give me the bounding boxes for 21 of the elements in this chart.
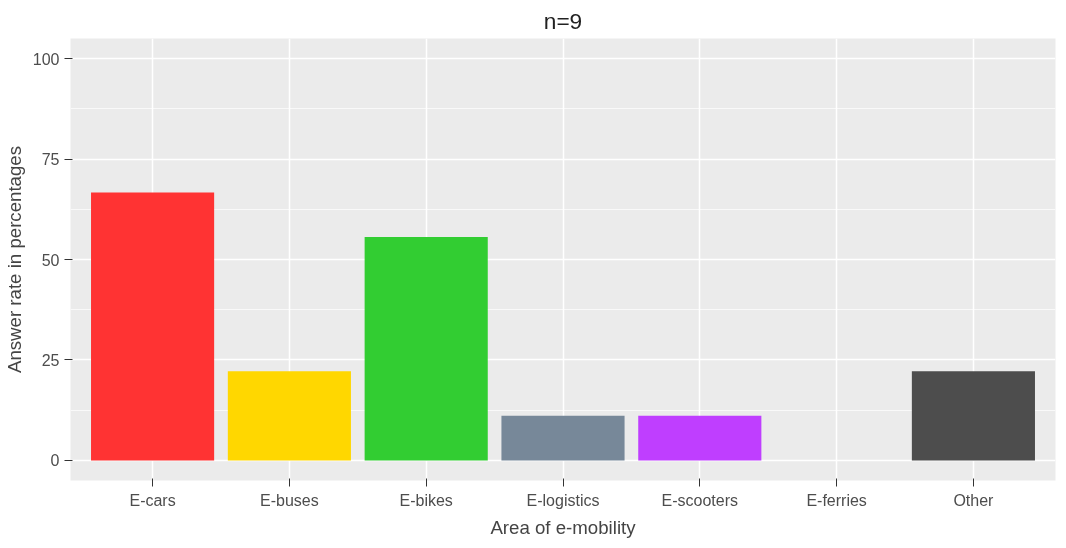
bar [501, 415, 625, 461]
bar [364, 237, 488, 461]
x-tick-label: E-ferries [806, 491, 867, 509]
x-tick-label: E-cars [129, 491, 176, 509]
bar [91, 192, 215, 461]
x-axis-title: Area of e-mobility [490, 516, 637, 538]
bar [227, 371, 351, 461]
x-tick-label: E-logistics [526, 491, 600, 509]
bar [638, 415, 762, 461]
y-axis-title: Answer rate in percentages [3, 145, 25, 374]
x-tick-label: E-bikes [399, 491, 453, 509]
bar [911, 371, 1035, 461]
chart-title: n=9 [543, 7, 583, 34]
x-tick-label: E-scooters [661, 491, 739, 509]
y-tick-label: 75 [41, 151, 60, 169]
x-tick-label: E-buses [260, 491, 319, 509]
y-tick-label: 50 [41, 251, 60, 269]
y-tick-label: 100 [32, 50, 60, 68]
x-tick-label: Other [953, 491, 995, 509]
y-tick-label: 0 [50, 452, 60, 470]
y-tick-label: 25 [41, 351, 60, 369]
